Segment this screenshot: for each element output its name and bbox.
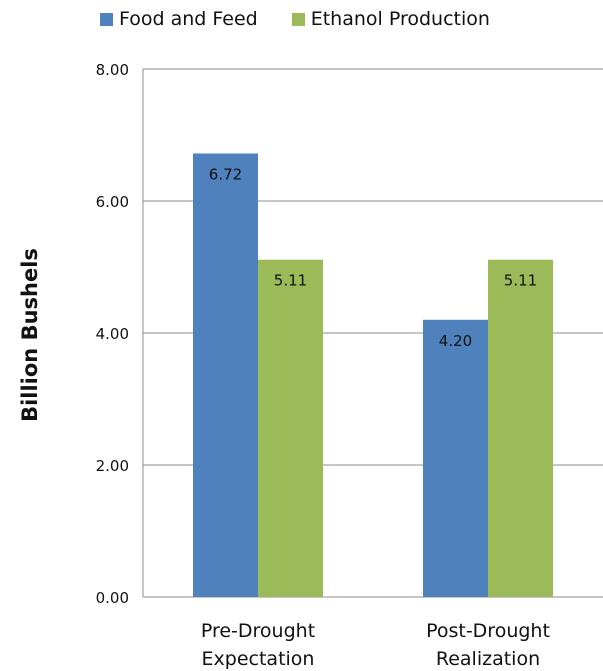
legend-item-food-and-feed: Food and Feed bbox=[100, 8, 258, 30]
data-label: 6.72 bbox=[209, 165, 242, 183]
x-tick-label: Pre-Drought bbox=[201, 620, 315, 642]
y-tick-label: 6.00 bbox=[96, 193, 129, 211]
legend-label-food-and-feed: Food and Feed bbox=[119, 8, 258, 30]
bar-1-1 bbox=[488, 259, 553, 597]
bar-0-0 bbox=[193, 153, 258, 598]
data-label: 5.11 bbox=[504, 272, 537, 290]
bar-1-0 bbox=[423, 319, 488, 597]
data-label: 5.11 bbox=[274, 272, 307, 290]
legend-swatch-ethanol-production bbox=[291, 12, 305, 26]
y-tick-label: 8.00 bbox=[96, 61, 129, 79]
y-tick-label: 2.00 bbox=[96, 457, 129, 475]
bar-0-1 bbox=[258, 259, 323, 597]
legend-item-ethanol-production: Ethanol Production bbox=[291, 8, 490, 30]
legend-swatch-food-and-feed bbox=[100, 12, 113, 26]
x-tick-label: Post-Drought bbox=[426, 620, 550, 642]
legend-label-ethanol-production: Ethanol Production bbox=[310, 8, 490, 30]
data-label: 4.20 bbox=[439, 332, 472, 350]
legend: Food and Feed Ethanol Production bbox=[100, 8, 524, 30]
x-tick-label: Realization bbox=[436, 648, 540, 670]
y-tick-label: 0.00 bbox=[96, 589, 129, 607]
y-tick-label: 4.00 bbox=[96, 325, 129, 343]
x-tick-label: Expectation bbox=[202, 648, 315, 670]
